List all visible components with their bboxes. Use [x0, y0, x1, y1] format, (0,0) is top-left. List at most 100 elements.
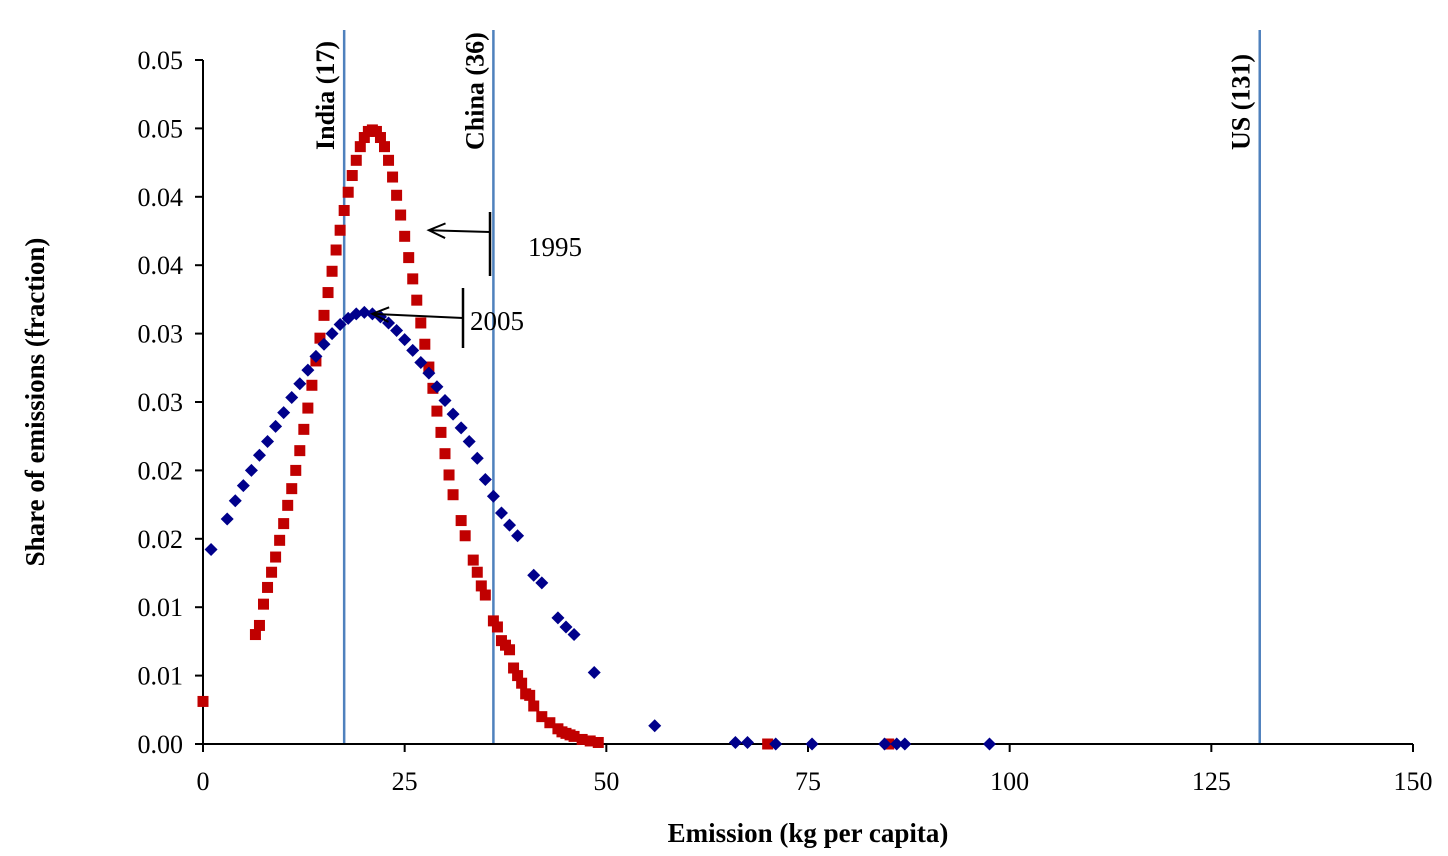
- y-tick-label: 0.03: [138, 320, 184, 349]
- data-point-2005: [559, 620, 573, 634]
- data-point-1995: [524, 689, 536, 701]
- series-layer: [197, 124, 996, 751]
- data-point-2005: [741, 735, 754, 749]
- data-point-1995: [447, 489, 459, 501]
- data-point-1995: [592, 736, 604, 748]
- data-point-1995: [334, 224, 346, 236]
- data-point-1995: [467, 554, 479, 566]
- y-tick-label: 0.02: [138, 456, 184, 485]
- data-point-2005: [349, 307, 363, 321]
- data-point-1995: [266, 566, 278, 578]
- data-point-2005: [422, 366, 436, 380]
- data-point-1995: [576, 733, 588, 745]
- data-point-1995: [286, 483, 298, 495]
- data-point-2005: [527, 568, 541, 582]
- annotation-arrowhead-2005: [369, 306, 390, 323]
- data-point-1995: [443, 469, 455, 481]
- data-point-1995: [439, 448, 451, 460]
- data-point-1995: [491, 621, 503, 633]
- x-tick-label: 0: [197, 767, 210, 796]
- data-point-2005: [438, 393, 452, 407]
- data-point-1995: [258, 598, 269, 610]
- data-point-2005: [486, 489, 500, 503]
- data-point-1995: [415, 317, 427, 329]
- data-point-2005: [494, 506, 508, 520]
- data-point-1995: [314, 332, 326, 344]
- data-point-2005: [204, 542, 218, 556]
- data-point-1995: [278, 518, 290, 530]
- data-point-1995: [379, 141, 390, 153]
- y-tick-label: 0.04: [138, 251, 184, 280]
- y-tick-label: 0.01: [138, 662, 184, 691]
- annotation-arrow-2005: [372, 312, 464, 319]
- data-point-2005: [414, 355, 428, 369]
- data-point-2005: [878, 737, 892, 751]
- y-axis-ticks: 0.00 0.01 0.01 0.02 0.02 0.03 0.03 0.04 0.04 0.05…: [138, 46, 203, 759]
- data-point-1995: [475, 580, 487, 592]
- series-1995: [197, 124, 895, 750]
- data-point-2005: [567, 628, 581, 642]
- data-point-2005: [293, 377, 307, 391]
- x-tick-label: 125: [1192, 767, 1231, 796]
- data-point-1995: [282, 499, 294, 511]
- data-point-1995: [435, 426, 447, 438]
- data-point-2005: [406, 343, 420, 357]
- data-point-1995: [508, 662, 520, 674]
- data-point-2005: [805, 737, 819, 751]
- x-tick-label: 50: [593, 767, 619, 796]
- data-point-1995: [487, 615, 499, 627]
- data-point-1995: [346, 170, 358, 182]
- data-point-1995: [370, 125, 382, 137]
- data-point-1995: [342, 186, 354, 198]
- data-point-1995: [326, 265, 338, 277]
- data-point-1995: [584, 735, 596, 747]
- data-point-2005: [648, 719, 662, 733]
- data-point-1995: [536, 711, 548, 723]
- data-point-1995: [350, 154, 362, 166]
- data-point-1995: [419, 338, 431, 350]
- x-tick-label: 25: [392, 767, 418, 796]
- data-point-2005: [511, 529, 525, 543]
- y-tick-label: 0.01: [138, 593, 184, 622]
- data-point-2005: [890, 737, 904, 751]
- data-point-1995: [568, 730, 580, 742]
- data-point-2005: [503, 518, 517, 532]
- data-point-1995: [298, 423, 310, 435]
- x-axis-ticks: 0 25 50 75 100 125 150: [197, 744, 1433, 796]
- data-point-2005: [454, 421, 468, 435]
- data-point-2005: [462, 435, 476, 449]
- data-point-2005: [325, 327, 339, 341]
- data-point-1995: [197, 695, 209, 707]
- series-2005: [204, 305, 996, 751]
- data-point-2005: [252, 448, 266, 462]
- y-tick-label: 0.05: [138, 46, 184, 75]
- data-point-2005: [228, 494, 242, 508]
- annotation-label-1995: 1995: [528, 232, 582, 262]
- data-point-2005: [769, 737, 783, 751]
- data-point-1995: [358, 132, 370, 144]
- data-point-2005: [269, 419, 283, 433]
- data-point-1995: [479, 589, 491, 601]
- x-tick-label: 150: [1394, 767, 1433, 796]
- data-point-1995: [471, 566, 483, 578]
- data-point-1995: [270, 551, 282, 563]
- data-point-1995: [459, 530, 471, 542]
- data-point-2005: [261, 435, 275, 449]
- data-point-2005: [551, 611, 565, 625]
- x-tick-label: 75: [795, 767, 821, 796]
- data-point-1995: [330, 244, 342, 256]
- data-point-2005: [398, 333, 412, 347]
- data-point-1995: [274, 534, 286, 546]
- data-point-1995: [544, 717, 556, 729]
- data-point-1995: [407, 273, 419, 285]
- data-point-2005: [478, 473, 492, 487]
- data-point-2005: [236, 479, 250, 493]
- y-tick-label: 0.05: [138, 114, 184, 143]
- y-tick-label: 0.03: [138, 388, 184, 417]
- y-tick-label: 0.02: [138, 525, 184, 554]
- data-point-1995: [249, 629, 261, 641]
- data-point-1995: [374, 132, 386, 144]
- data-point-1995: [306, 379, 318, 391]
- data-point-1995: [383, 154, 395, 166]
